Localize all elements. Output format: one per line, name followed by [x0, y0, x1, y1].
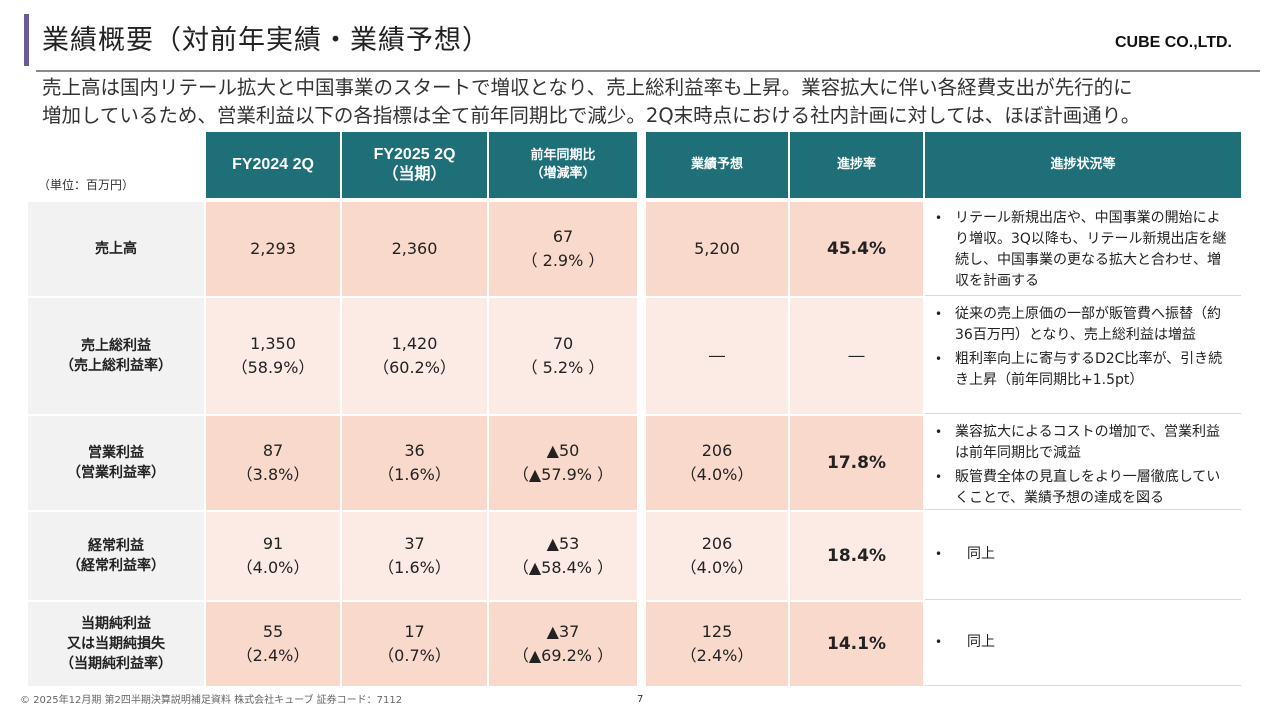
status-bullet: 粗利率向上に寄与するD2C比率が、引き続き上昇（前年同期比+1.5pt）	[935, 349, 1231, 391]
status-bullet: 同上	[935, 544, 995, 565]
footer-copyright: © 2025年12月期 第2四半期決算説明補足資料 株式会社キューブ 証券コード…	[20, 695, 403, 706]
status-bullet: 販管費全体の見直しをより一層徹底していくことで、業績予想の達成を図る	[935, 467, 1231, 509]
cell-net-fy2024: 55 （2.4%）	[206, 602, 340, 686]
header-fy2025: FY2025 2Q （当期）	[342, 132, 487, 198]
row-label-ordinary-profit: 経常利益 （経常利益率）	[28, 512, 204, 600]
header-fy2024: FY2024 2Q	[206, 132, 340, 198]
cell-operating-progress: 17.8%	[790, 416, 923, 510]
cell-operating-yoy: ▲50 （▲57.9% ）	[489, 416, 637, 510]
row-label-sales: 売上高	[28, 202, 204, 296]
summary-line-1: 売上高は国内リテール拡大と中国事業のスタートで増収となり、売上総利益率も上昇。業…	[42, 76, 1133, 99]
cell-sales-progress: 45.4%	[790, 202, 923, 296]
status-bullet: リテール新規出店や、中国事業の開始により増収。3Q以降も、リテール新規出店を継続…	[935, 208, 1231, 292]
cell-ordinary-yoy: ▲53 （▲58.4% ）	[489, 512, 637, 600]
cell-ordinary-progress: 18.4%	[790, 512, 923, 600]
cell-sales-status: リテール新規出店や、中国事業の開始により増収。3Q以降も、リテール新規出店を継続…	[925, 202, 1241, 296]
cell-ordinary-status: 同上	[925, 512, 1241, 600]
status-bullet: 同上	[935, 632, 995, 653]
cell-ordinary-fy2024: 91 （4.0%）	[206, 512, 340, 600]
cell-sales-yoy: 67 （ 2.9% ）	[489, 202, 637, 296]
row-label-net-income: 当期純利益 又は当期純損失 （当期純利益率）	[28, 602, 204, 686]
cell-ordinary-fy2025: 37 （1.6%）	[342, 512, 487, 600]
cell-gross-yoy: 70 （ 5.2% ）	[489, 298, 637, 414]
status-bullet: 業容拡大によるコストの増加で、営業利益は前年同期比で減益	[935, 422, 1231, 464]
cell-sales-forecast: 5,200	[646, 202, 788, 296]
cell-operating-fy2024: 87 （3.8%）	[206, 416, 340, 510]
cell-gross-fy2024: 1,350 （58.9%）	[206, 298, 340, 414]
title-accent-bar	[24, 14, 29, 66]
page-number: 7	[637, 694, 644, 705]
cell-gross-progress: ―	[790, 298, 923, 414]
cell-gross-forecast: ―	[646, 298, 788, 414]
cell-net-forecast: 125 （2.4%）	[646, 602, 788, 686]
page-title: 業績概要（対前年実績・業績予想）	[42, 25, 490, 56]
cell-gross-fy2025: 1,420 （60.2%）	[342, 298, 487, 414]
header-forecast: 業績予想	[646, 132, 788, 198]
summary-text: 売上高は国内リテール拡大と中国事業のスタートで増収となり、売上総利益率も上昇。業…	[42, 74, 1252, 130]
title-divider	[36, 70, 1260, 72]
header-yoy: 前年同期比 （増減率）	[489, 132, 637, 198]
summary-line-2: 増加しているため、営業利益以下の各指標は全て前年同期比で減少。2Q末時点における…	[42, 104, 1141, 127]
header-status: 進捗状況等	[925, 132, 1241, 198]
cell-ordinary-forecast: 206 （4.0%）	[646, 512, 788, 600]
cell-net-progress: 14.1%	[790, 602, 923, 686]
header-progress: 進捗率	[790, 132, 923, 198]
cell-net-status: 同上	[925, 602, 1241, 686]
row-label-operating-profit: 営業利益 （営業利益率）	[28, 416, 204, 510]
cell-sales-fy2025: 2,360	[342, 202, 487, 296]
unit-label: （単位：百万円）	[38, 178, 135, 192]
cell-net-yoy: ▲37 （▲69.2% ）	[489, 602, 637, 686]
cell-net-fy2025: 17 （0.7%）	[342, 602, 487, 686]
cell-operating-status: 業容拡大によるコストの増加で、営業利益は前年同期比で減益 販管費全体の見直しをよ…	[925, 416, 1241, 510]
status-bullet: 従来の売上原価の一部が販管費へ振替（約36百万円）となり、売上総利益は増益	[935, 304, 1231, 346]
row-label-gross-profit: 売上総利益 （売上総利益率）	[28, 298, 204, 414]
company-name: CUBE CO.,LTD.	[1114, 34, 1232, 51]
cell-sales-fy2024: 2,293	[206, 202, 340, 296]
cell-gross-status: 従来の売上原価の一部が販管費へ振替（約36百万円）となり、売上総利益は増益 粗利…	[925, 298, 1241, 414]
cell-operating-forecast: 206 （4.0%）	[646, 416, 788, 510]
cell-operating-fy2025: 36 （1.6%）	[342, 416, 487, 510]
